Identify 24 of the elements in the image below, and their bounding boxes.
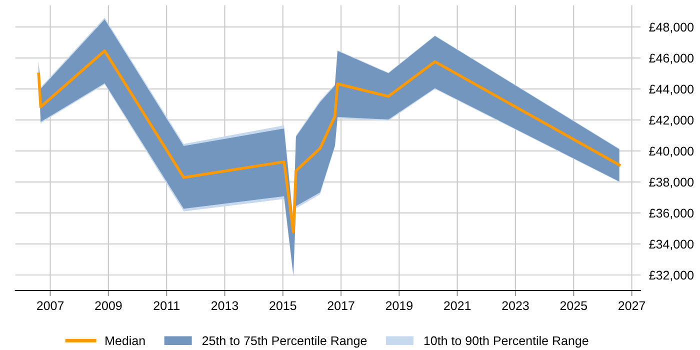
y-tick-label: £40,000 xyxy=(649,146,694,158)
legend-label: 10th to 90th Percentile Range xyxy=(424,336,588,348)
legend-label: Median xyxy=(106,336,145,346)
y-tick-label: £36,000 xyxy=(649,208,694,220)
x-tick-label: 2019 xyxy=(386,301,412,310)
x-tick-label: 2013 xyxy=(211,301,238,310)
y-tick-label: £46,000 xyxy=(649,54,694,64)
x-tick-label: 2027 xyxy=(618,301,646,310)
y-tick-label: £32,000 xyxy=(649,270,694,282)
y-tick-label: £48,000 xyxy=(649,22,694,34)
line-series xyxy=(37,49,621,234)
y-tick-label: £42,000 xyxy=(649,116,694,126)
legend-label: 25th to 75th Percentile Range xyxy=(202,336,367,348)
x-tick-label: 2011 xyxy=(154,301,180,310)
x-tick-label: 2025 xyxy=(560,301,588,310)
y-tick-label: £38,000 xyxy=(649,178,694,188)
x-tick-label: 2023 xyxy=(502,301,529,310)
x-tick-label: 2009 xyxy=(95,301,122,310)
x-tick-label: 2017 xyxy=(328,301,354,310)
x-tick-label: 2007 xyxy=(37,301,64,310)
y-tick-label: £44,000 xyxy=(649,84,694,96)
y-tick-label: £34,000 xyxy=(649,240,694,250)
x-tick-label: 2015 xyxy=(270,301,296,310)
x-tick-label: 2021 xyxy=(444,301,471,310)
